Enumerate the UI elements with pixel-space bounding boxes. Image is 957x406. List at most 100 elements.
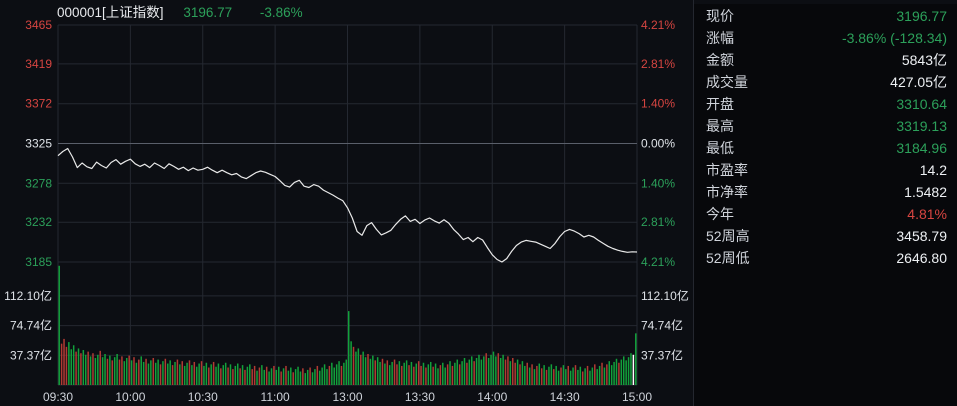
- volume-bar: [408, 365, 410, 385]
- volume-bar: [545, 369, 548, 385]
- price-line: [57, 147, 638, 263]
- volume-bar: [94, 357, 97, 385]
- volume-bar: [536, 365, 538, 385]
- volume-bar: [116, 354, 118, 385]
- volume-bar: [449, 361, 451, 385]
- time-share-chart[interactable]: 3465 4.21% 3419 2.81% 3372 1.40% 3325 0.00% 3278…: [0, 0, 693, 406]
- volume-bar: [176, 359, 179, 385]
- volume-bar: [241, 365, 244, 385]
- volume-bar: [162, 361, 164, 385]
- volume-bar: [427, 364, 430, 385]
- field-label-high: 最高: [706, 118, 734, 134]
- x-axis-time-label: 09:30: [43, 390, 73, 404]
- volume-bar: [627, 357, 630, 385]
- volume-bar: [567, 365, 569, 385]
- volume-bar: [495, 356, 497, 385]
- volume-bar: [280, 371, 282, 385]
- volume-bar: [432, 366, 434, 385]
- volume-bar: [473, 361, 475, 385]
- volume-bar: [376, 357, 379, 385]
- volume-bar: [502, 354, 504, 385]
- volume-bar: [398, 361, 401, 385]
- volume-bar: [343, 362, 345, 385]
- volume-bar: [454, 362, 456, 385]
- volume-bar: [386, 360, 389, 385]
- volume-bar: [169, 360, 171, 385]
- volume-bar: [485, 353, 487, 385]
- volume-bar: [487, 357, 490, 385]
- volume-bar: [297, 366, 299, 385]
- volume-bar: [229, 364, 232, 385]
- volume-bar: [200, 361, 203, 385]
- x-axis-time-label: 10:00: [115, 390, 145, 404]
- volume-bar: [157, 359, 159, 385]
- field-value-52w-high: 3458.79: [896, 228, 947, 244]
- volume-bar: [584, 368, 586, 385]
- panel-row: 今年 4.81%: [706, 203, 947, 225]
- volume-bar: [516, 359, 519, 385]
- volume-bar: [340, 365, 343, 385]
- volume-bar: [186, 362, 188, 385]
- volume-bar: [142, 361, 145, 385]
- volume-bar: [135, 362, 138, 385]
- volume-bar: [97, 354, 99, 385]
- volume-bar: [227, 367, 229, 385]
- x-axis-time-label: 14:00: [477, 390, 507, 404]
- volume-bar: [290, 367, 292, 385]
- volume-bar: [557, 370, 560, 385]
- volume-bar: [205, 362, 208, 385]
- volume-bar: [75, 351, 77, 385]
- volume-bar: [326, 369, 328, 385]
- volume-bar: [244, 369, 246, 385]
- volume-bar: [439, 365, 442, 385]
- panel-row: 52周高 3458.79: [706, 225, 947, 247]
- x-axis-time-label: 14:30: [550, 390, 580, 404]
- volume-bar: [610, 365, 613, 385]
- volume-bar: [483, 356, 485, 385]
- volume-bar: [106, 358, 109, 385]
- volume-bar: [263, 369, 266, 385]
- volume-bar: [167, 363, 169, 385]
- volume-bar: [550, 364, 553, 385]
- x-axis-time-label: 13:30: [405, 390, 435, 404]
- volume-bar: [179, 364, 181, 385]
- volume-bar: [553, 369, 555, 385]
- field-value-volume: 427.05亿: [890, 74, 947, 90]
- volume-bar: [475, 357, 478, 385]
- instrument-code-label: 000001[上证指数]: [57, 5, 164, 20]
- volume-bar: [147, 363, 150, 385]
- volume-bar: [405, 360, 408, 385]
- volume-bar: [80, 353, 82, 385]
- volume-bar: [606, 364, 608, 385]
- volume-bar: [246, 366, 249, 385]
- volume-bar: [92, 353, 94, 385]
- volume-bar: [70, 349, 73, 385]
- volume-bar: [461, 361, 463, 385]
- volume-bar: [350, 341, 352, 385]
- volume-bar: [613, 361, 615, 385]
- volume-bar: [403, 362, 405, 385]
- volume-bar: [338, 361, 340, 385]
- volume-axis-label: 37.37亿: [10, 347, 52, 362]
- volume-bar: [195, 366, 198, 385]
- field-value-pe-ratio: 14.2: [919, 162, 947, 178]
- volume-bar: [140, 356, 142, 385]
- volume-bar: [355, 351, 357, 385]
- volume-bar: [275, 369, 278, 385]
- volume-bar: [99, 350, 101, 385]
- volume-bar: [188, 360, 191, 385]
- volume-bar: [415, 363, 418, 385]
- volume-bar: [130, 360, 133, 385]
- volume-bar: [181, 361, 183, 385]
- panel-row: 开盘 3310.64: [706, 93, 947, 115]
- volume-bar: [164, 358, 167, 385]
- volume-bar: [58, 265, 60, 385]
- volume-bar: [232, 369, 234, 385]
- volume-bar: [391, 361, 393, 385]
- y-axis-percent-label: 2.81%: [641, 57, 675, 71]
- volume-bar: [104, 354, 106, 385]
- volume-bar: [171, 365, 174, 385]
- volume-bar: [159, 364, 162, 385]
- volume-bar: [468, 359, 471, 385]
